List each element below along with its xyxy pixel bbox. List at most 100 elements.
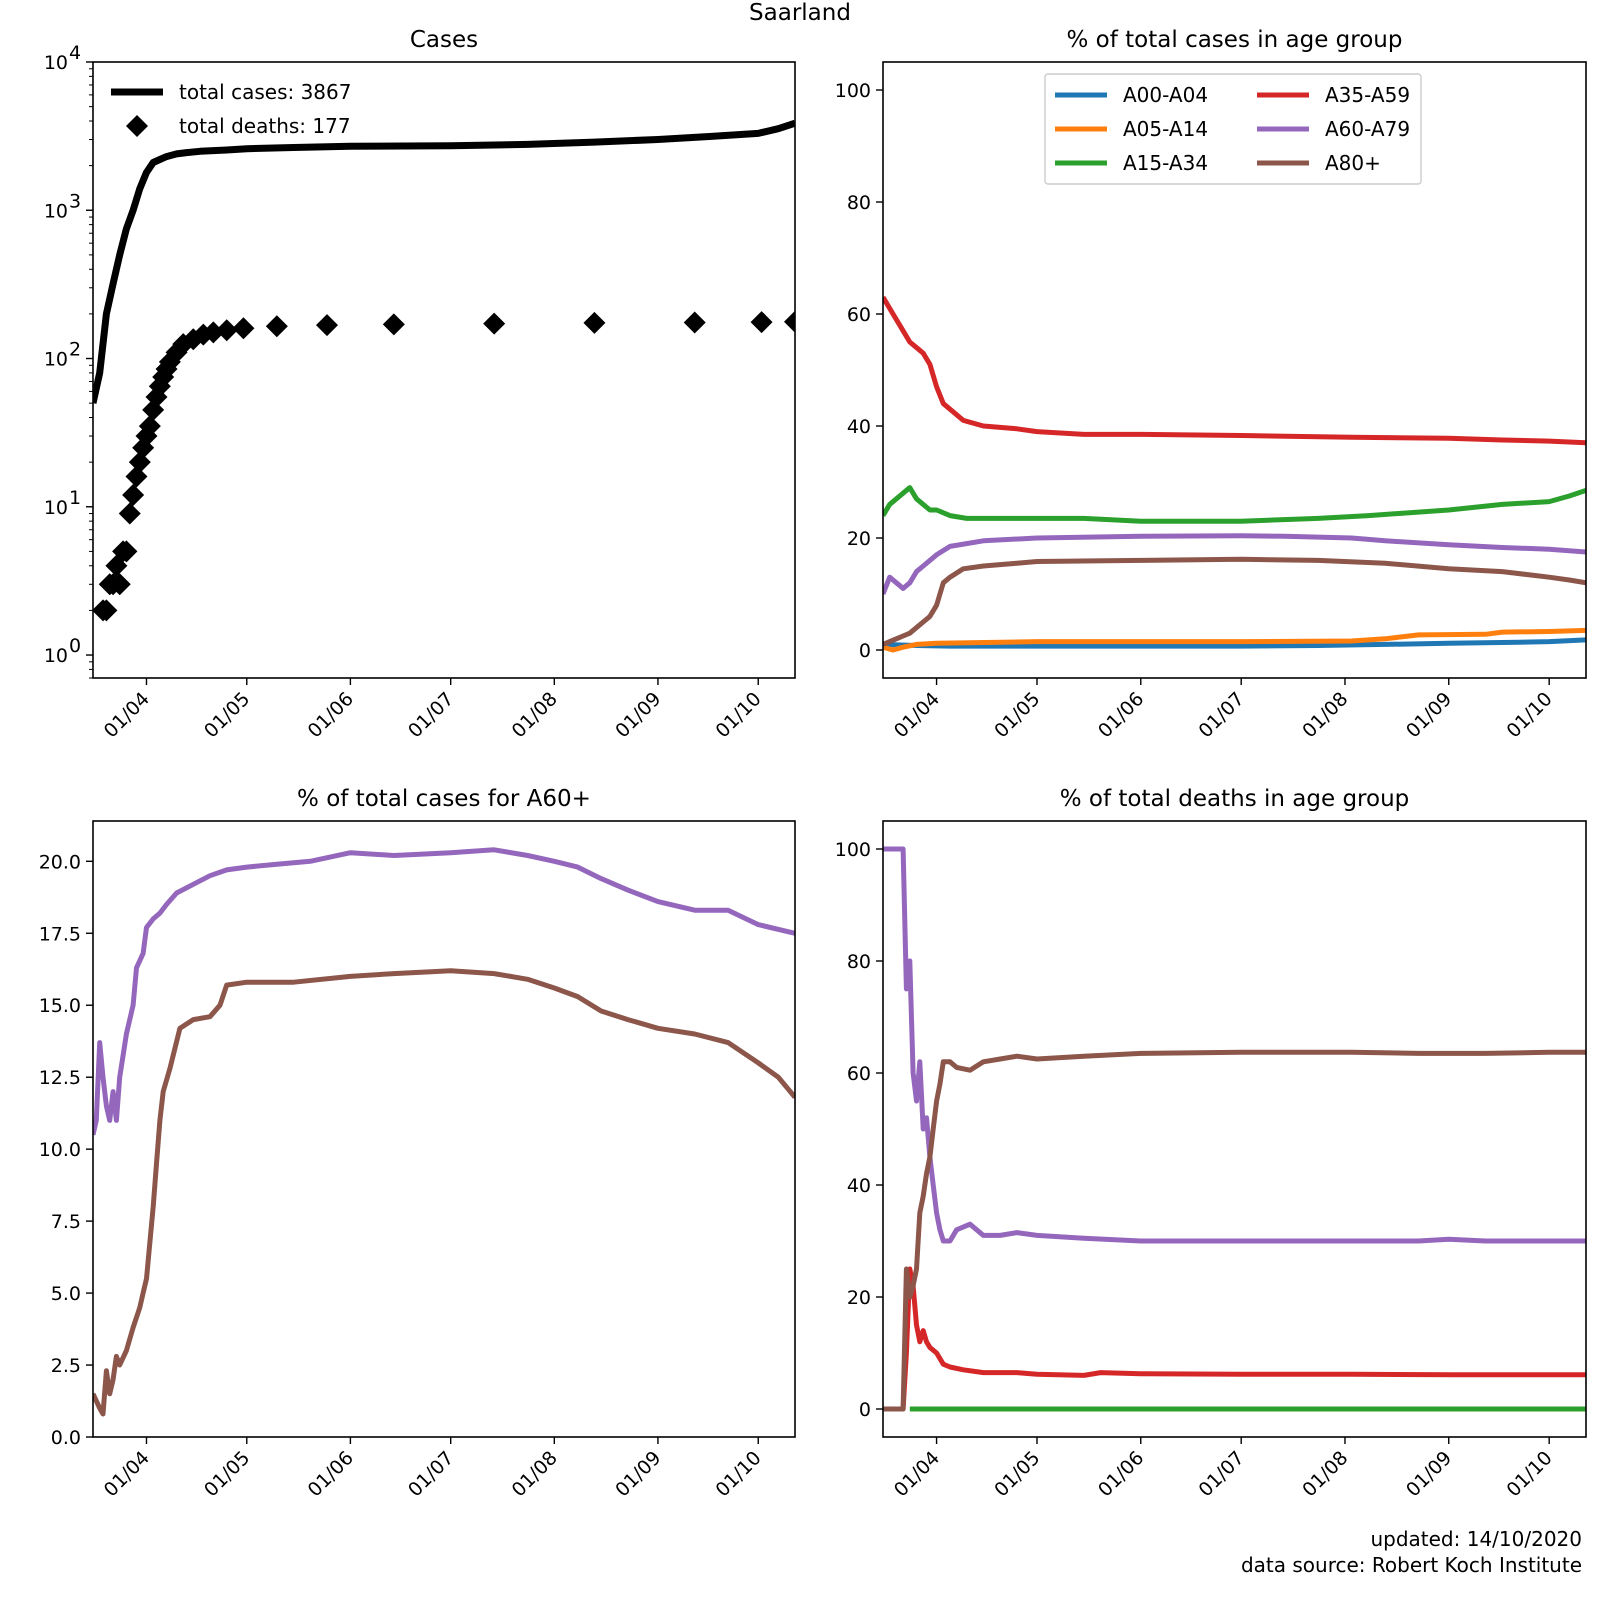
legend-label-a05-a14: A05-A14 — [1123, 117, 1208, 141]
age-deaths-xtick-label-2: 01/06 — [1094, 1447, 1148, 1501]
cases-xtick-label-6: 01/10 — [711, 688, 765, 742]
a60-cases-xtick-label-4: 01/08 — [508, 1447, 562, 1501]
legend-label-a00-a04: A00-A04 — [1123, 83, 1208, 107]
cases-deaths-marker-26 — [215, 319, 238, 342]
cases-series-group — [93, 119, 795, 622]
age-cases-xtick-label-4: 01/08 — [1298, 688, 1352, 742]
age-cases-ytick-label-5: 100 — [835, 80, 871, 102]
figure-title: Saarland — [749, 0, 851, 26]
footer-source: data source: Robert Koch Institute — [1241, 1553, 1582, 1577]
age-deaths-xtick-label-6: 01/10 — [1502, 1447, 1556, 1501]
age-cases-ytick-label-4: 80 — [847, 192, 871, 214]
age-deaths-xtick-label-4: 01/08 — [1298, 1447, 1352, 1501]
age-deaths-ytick-label-0: 0 — [859, 1399, 871, 1421]
cases-xtick-label-1: 01/05 — [200, 688, 254, 742]
cases-ytick-exp-3: 3 — [69, 190, 81, 212]
cases-deaths-marker-29 — [316, 314, 338, 337]
cases-ytick-exp-0: 0 — [69, 635, 81, 657]
panel-age-cases: % of total cases in age group 01/04 01/05 0… — [835, 27, 1587, 742]
age-deaths-ytick-label-4: 80 — [847, 951, 871, 973]
legend-label-a35-a59: A35-A59 — [1325, 83, 1410, 107]
age-deaths-title: % of total deaths in age group — [1060, 786, 1410, 812]
a60-cases-ytick-label-2: 5.0 — [51, 1283, 81, 1305]
a60-cases-xtick-label-0: 01/04 — [100, 1447, 154, 1501]
age-cases-xtick-label-6: 01/10 — [1502, 688, 1556, 742]
cases-deaths-marker-31 — [483, 312, 506, 335]
cases-deaths-marker-1 — [95, 599, 118, 622]
cases-ytick-exp-2: 2 — [69, 339, 81, 361]
cases-deaths-marker-34 — [750, 311, 773, 334]
cases-title: Cases — [410, 27, 478, 53]
cases-deaths-marker-28 — [265, 315, 288, 338]
age-deaths-ytick-label-5: 100 — [835, 839, 871, 861]
cases-xtick-label-4: 01/08 — [508, 688, 562, 742]
a60-cases-ytick-label-8: 20.0 — [39, 851, 81, 873]
a60-cases-ytick-label-7: 17.5 — [39, 923, 81, 945]
age-cases-series-group — [883, 295, 1586, 653]
a60-cases-ytick-label-5: 12.5 — [39, 1067, 81, 1089]
a60-cases-ytick-label-0: 0.0 — [51, 1427, 81, 1449]
cases-ytick-label-0: 10 — [44, 645, 68, 667]
age-deaths-xtick-label-5: 01/09 — [1402, 1447, 1456, 1501]
panel-cases: Cases 01/04 01/05 01/06 01/07 01/08 01/09 01/10… — [44, 27, 796, 742]
footer-updated: updated: 14/10/2020 — [1370, 1527, 1582, 1551]
age-cases-xtick-label-0: 01/04 — [890, 688, 944, 742]
cases-deaths-marker-30 — [382, 313, 405, 336]
cases-deaths-marker-7 — [115, 540, 138, 563]
legend-total-deaths-swatch — [126, 115, 148, 137]
cases-deaths-marker-10 — [125, 465, 148, 488]
cases-deaths-marker-11 — [128, 451, 151, 474]
cases-deaths-marker-14 — [138, 415, 161, 438]
age-deaths-xtick-label-0: 01/04 — [890, 1447, 944, 1501]
age-cases-line-a05-a14 — [883, 627, 1586, 653]
age-cases-xtick-label-3: 01/07 — [1194, 688, 1248, 742]
a60-cases-series-group — [93, 847, 795, 1417]
a60-cases-frame — [92, 820, 796, 1438]
a60-cases-xtick-label-1: 01/05 — [200, 1447, 254, 1501]
cases-xtick-label-3: 01/07 — [404, 688, 458, 742]
age-cases-line-a60-a79 — [883, 533, 1586, 595]
cases-ytick-label-4: 10 — [44, 52, 68, 74]
cases-legend: total cases: 3867 total deaths: 177 — [111, 80, 351, 138]
legend-total-deaths-label: total deaths: 177 — [179, 114, 351, 138]
a60-cases-ytick-label-6: 15.0 — [39, 995, 81, 1017]
a60-cases-ytick-label-1: 2.5 — [51, 1355, 81, 1377]
cases-line-total-cases-3867 — [93, 119, 795, 404]
legend-label-a60-a79: A60-A79 — [1325, 117, 1410, 141]
age-cases-xtick-label-5: 01/09 — [1402, 688, 1456, 742]
age-deaths-line-a35-a59 — [883, 1266, 1586, 1412]
age-cases-ytick-label-2: 40 — [847, 416, 871, 438]
age-deaths-ytick-label-2: 40 — [847, 1175, 871, 1197]
cases-ytick-exp-1: 1 — [69, 487, 81, 509]
a60-cases-xtick-label-6: 01/10 — [711, 1447, 765, 1501]
cases-deaths-marker-27 — [232, 317, 255, 340]
age-deaths-xtick-label-3: 01/07 — [1194, 1447, 1248, 1501]
a60-cases-xtick-label-5: 01/09 — [611, 1447, 665, 1501]
age-deaths-frame — [882, 820, 1587, 1438]
age-cases-xtick-label-1: 01/05 — [990, 688, 1044, 742]
legend-label-a15-a34: A15-A34 — [1123, 151, 1208, 175]
cases-ytick-exp-4: 4 — [69, 42, 81, 64]
cases-deaths-marker-33 — [683, 311, 706, 334]
cases-xtick-label-2: 01/06 — [304, 688, 358, 742]
a60-cases-xtick-label-3: 01/07 — [404, 1447, 458, 1501]
legend-total-cases-label: total cases: 3867 — [179, 80, 351, 104]
age-cases-ytick-label-0: 0 — [859, 640, 871, 662]
age-legend-box — [1044, 73, 1422, 185]
age-cases-ytick-label-1: 20 — [847, 528, 871, 550]
age-cases-line-a80- — [883, 556, 1586, 647]
a60-cases-title: % of total cases for A60+ — [297, 786, 591, 812]
age-deaths-ytick-label-3: 60 — [847, 1063, 871, 1085]
age-cases-line-a15-a34 — [883, 485, 1586, 524]
cases-ytick-label-1: 10 — [44, 497, 68, 519]
cases-deaths-marker-25 — [202, 321, 225, 344]
age-cases-line-a00-a04 — [883, 637, 1586, 649]
a60-cases-xtick-label-2: 01/06 — [304, 1447, 358, 1501]
cases-frame — [92, 61, 796, 679]
age-deaths-xtick-label-1: 01/05 — [990, 1447, 1044, 1501]
a60-cases-line-a60-a79 — [93, 847, 795, 1136]
cases-xtick-label-0: 01/04 — [100, 688, 154, 742]
cases-deaths-marker-5 — [108, 573, 131, 596]
a60-cases-ytick-label-3: 7.5 — [51, 1211, 81, 1233]
